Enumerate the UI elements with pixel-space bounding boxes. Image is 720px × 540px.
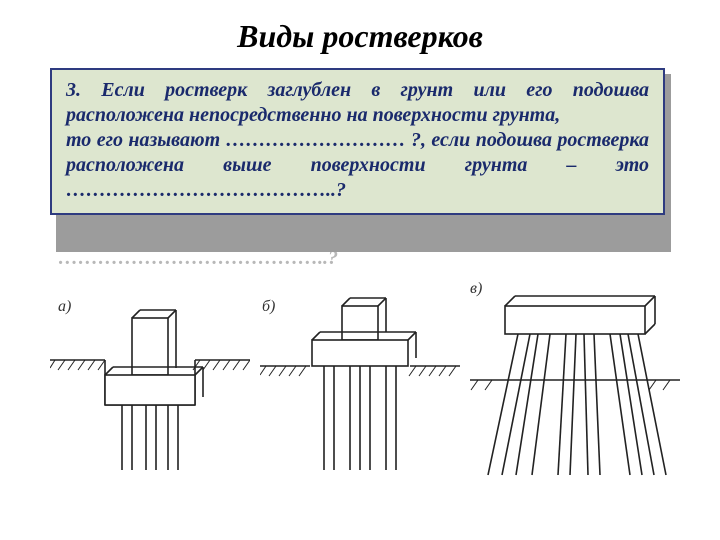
- diagram-c-svg: [470, 280, 680, 500]
- page-title: Виды ростверков: [0, 0, 720, 67]
- question-box: 3. Если ростверк заглублен в грунт или е…: [50, 68, 665, 215]
- diagram-c-label: в): [470, 280, 482, 298]
- question-blank1: ……………………… ?: [226, 129, 421, 151]
- diagrams-row: а): [50, 280, 670, 500]
- diagram-b: б): [260, 280, 460, 500]
- question-part2-pre: то его называют: [66, 129, 226, 151]
- diagram-a-svg: [50, 280, 250, 500]
- question-part1: Если ростверк заглублен в грунт или его …: [66, 79, 649, 126]
- question-number: 3.: [66, 79, 81, 101]
- diagram-b-label: б): [262, 298, 275, 316]
- diagram-b-svg: [260, 280, 460, 500]
- diagram-a-label: а): [58, 298, 71, 316]
- diagram-a: а): [50, 280, 250, 500]
- diagram-c: в): [470, 280, 670, 500]
